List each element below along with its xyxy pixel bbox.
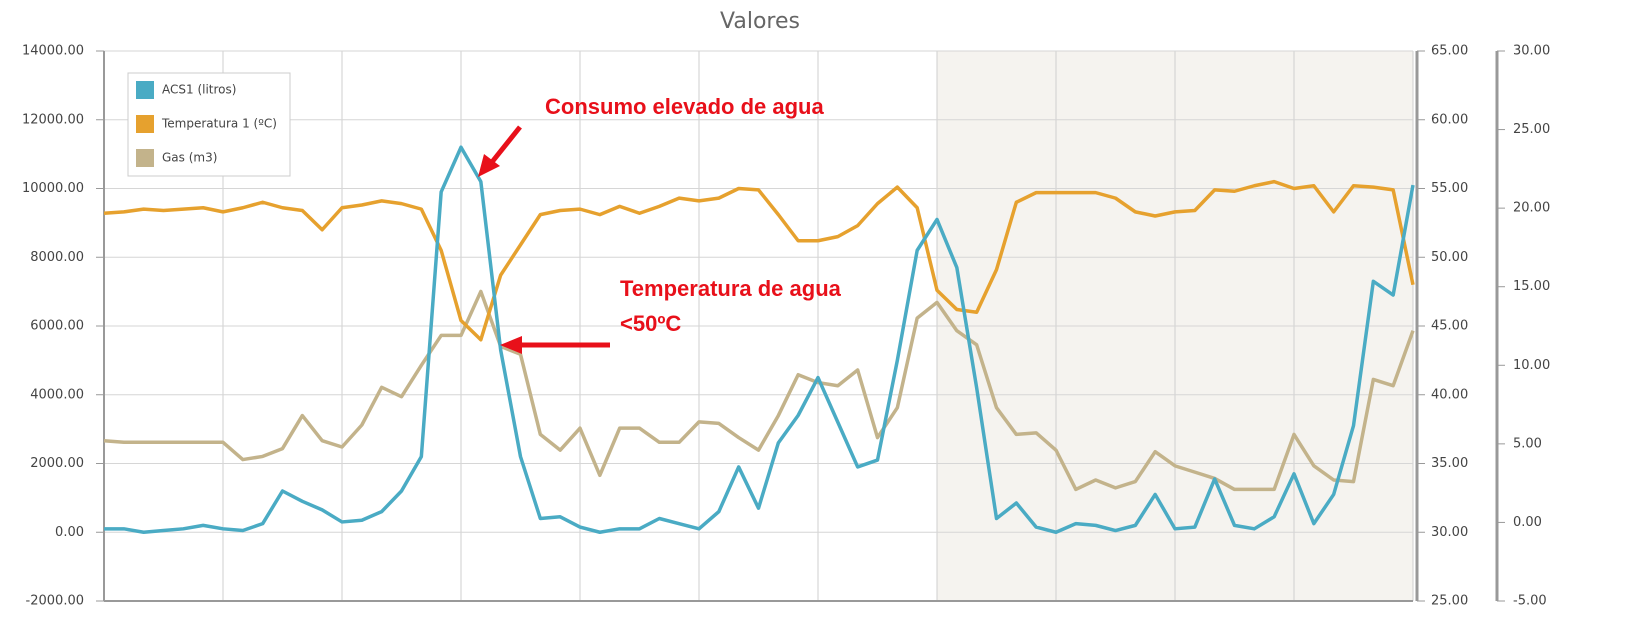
y2-tick-label: 40.00 [1431,387,1468,402]
arrow-head [478,154,500,177]
annotation: Consumo elevado de agua [545,94,824,119]
arrow-head [500,336,522,354]
y-tick-label: 6000.00 [30,319,84,334]
y2-tick-label: 45.00 [1431,319,1468,334]
y3-tick-label: 5.00 [1513,436,1542,451]
y3-tick-label: 30.00 [1513,44,1550,59]
y3-tick-label: 25.00 [1513,122,1550,137]
series-line [104,145,1415,534]
y-tick-label: 4000.00 [30,387,84,402]
legend-swatch [136,149,154,167]
y-tick-label: 2000.00 [30,456,84,471]
y2-tick-label: 30.00 [1431,525,1468,540]
y-tick-label: 10000.00 [22,181,84,196]
y2-tick-label: 25.00 [1431,594,1468,609]
annotation: <50ºC [620,311,681,336]
y2-tick-label: 60.00 [1431,112,1468,127]
legend-swatch [136,115,154,133]
series-line [103,179,1415,342]
chart-title: Valores [720,9,800,34]
y2-tick-label: 55.00 [1431,181,1468,196]
y3-tick-label: 0.00 [1513,515,1542,530]
y-tick-label: -2000.00 [26,594,84,609]
annotation: Temperatura de agua [620,276,842,301]
y3-tick-label: -5.00 [1513,594,1547,609]
legend-label: ACS1 (litros) [162,83,236,97]
legend-box [127,72,291,177]
y3-tick-label: 15.00 [1513,279,1550,294]
y2-tick-label: 65.00 [1431,44,1468,59]
y3-tick-label: 20.00 [1513,201,1550,216]
y-tick-label: 8000.00 [30,250,84,265]
y-tick-label: 0.00 [55,525,84,540]
y-tick-label: 14000.00 [22,44,84,59]
arrow-shaft [490,125,522,164]
legend-label: Temperatura 1 (ºC) [161,117,277,131]
y-tick-label: 12000.00 [22,112,84,127]
legend-swatch [136,81,154,99]
legend-label: Gas (m3) [162,151,217,165]
y2-tick-label: 50.00 [1431,250,1468,265]
y2-tick-label: 35.00 [1431,456,1468,471]
series-line [103,289,1415,492]
y3-tick-label: 10.00 [1513,358,1550,373]
